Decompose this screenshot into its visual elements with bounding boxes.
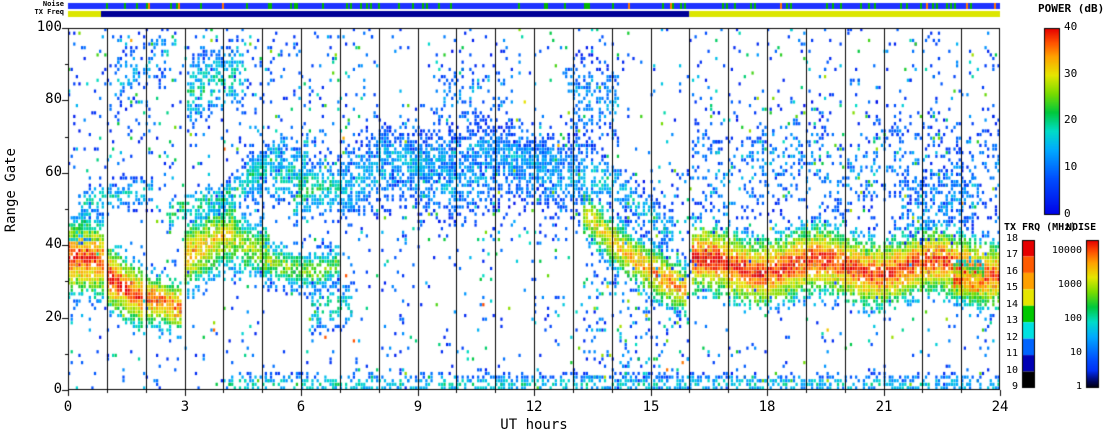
y-tick-label: 80: [45, 91, 62, 107]
x-tick-label: 24: [991, 399, 1009, 415]
noise-tick-label: 100: [1063, 313, 1082, 324]
txfrq-tick-label: 16: [1005, 266, 1018, 277]
txfrq-tick-label: 18: [1005, 233, 1018, 244]
y-tick-label: 100: [36, 19, 62, 35]
power-tick-label: 20: [1064, 113, 1078, 126]
noise-tick-label: 10000: [1051, 245, 1082, 256]
x-tick-label: 12: [525, 399, 543, 415]
power-tick-label: 40: [1064, 20, 1078, 33]
y-tick-label: 60: [45, 164, 62, 180]
noise-tick-label: 1000: [1057, 279, 1082, 290]
power-tick-label: 30: [1064, 67, 1078, 80]
txfrq-colorbar-title: TX FRQ (MHz): [1004, 222, 1077, 233]
power-colorbar-title: POWER (dB): [1038, 2, 1105, 15]
x-tick-label: 0: [63, 399, 73, 415]
txfrq-tick-label: 17: [1005, 249, 1018, 260]
power-tick-label: 0: [1064, 207, 1071, 220]
x-tick-label: 18: [758, 399, 776, 415]
x-tick-label: 3: [180, 399, 190, 415]
noise-strip-label: Noise: [42, 0, 64, 8]
txfrq-tick-label: 15: [1005, 282, 1018, 293]
noise-tick-label: 10: [1069, 347, 1082, 358]
y-tick-label: 20: [45, 309, 62, 325]
y-tick-label: 40: [45, 236, 62, 252]
x-tick-label: 21: [875, 399, 893, 415]
x-axis-label: UT hours: [500, 417, 568, 433]
x-tick-label: 9: [413, 399, 423, 415]
x-tick-label: 6: [296, 399, 306, 415]
y-axis-label: Range Gate: [3, 148, 19, 233]
y-tick-label: 0: [53, 381, 62, 397]
txfrq-tick-label: 13: [1005, 315, 1018, 326]
txfrq-tick-label: 14: [1005, 299, 1018, 310]
noise-colorbar-title: NOISE: [1066, 222, 1097, 233]
power-tick-label: 10: [1064, 160, 1078, 173]
txfrq-tick-label: 11: [1005, 348, 1018, 359]
noise-tick-label: 1: [1075, 381, 1082, 392]
x-tick-label: 15: [642, 399, 660, 415]
txfreq-strip-label: TX Freq: [34, 8, 64, 16]
txfrq-tick-label: 10: [1005, 365, 1018, 376]
txfrq-tick-label: 12: [1005, 332, 1018, 343]
txfrq-tick-label: 9: [1011, 381, 1018, 392]
